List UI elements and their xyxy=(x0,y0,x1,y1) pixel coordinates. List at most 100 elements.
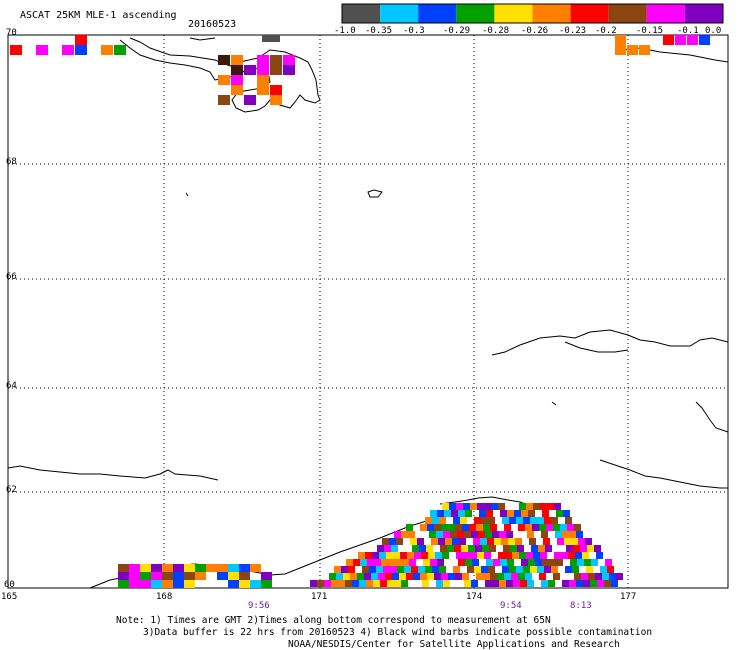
wind-cell xyxy=(329,573,336,580)
colorbar-swatch xyxy=(494,4,533,23)
wind-cell xyxy=(353,559,360,566)
wind-cell xyxy=(555,531,562,538)
wind-cell xyxy=(616,573,623,580)
wind-cell xyxy=(346,559,353,566)
wind-cell xyxy=(410,538,417,545)
wind-cell xyxy=(75,45,87,55)
wind-cell xyxy=(486,510,493,517)
wind-cell xyxy=(567,524,574,531)
wind-cell xyxy=(381,559,388,566)
wind-cell xyxy=(591,559,598,566)
wind-cell xyxy=(162,564,173,572)
wind-cell xyxy=(425,566,432,573)
wind-cell xyxy=(556,510,563,517)
islet-2 xyxy=(551,401,557,406)
wind-cell xyxy=(611,580,618,587)
wind-cell xyxy=(586,566,593,573)
wind-cell xyxy=(352,580,359,587)
wind-cell xyxy=(481,566,488,573)
wind-cell xyxy=(435,552,442,559)
wind-cell xyxy=(470,552,477,559)
wind-cell xyxy=(538,545,545,552)
wind-cell xyxy=(580,545,587,552)
wind-cell xyxy=(565,566,572,573)
wind-cell xyxy=(521,559,528,566)
wind-cell xyxy=(428,552,435,559)
wind-cell xyxy=(535,559,542,566)
graticule xyxy=(8,35,728,588)
wind-cell xyxy=(464,531,471,538)
wind-cell xyxy=(425,517,432,524)
wind-cell xyxy=(533,552,540,559)
wind-cell xyxy=(455,573,462,580)
wind-cell xyxy=(437,559,444,566)
wind-cell xyxy=(615,45,626,55)
wind-cell xyxy=(231,75,243,85)
wind-cell xyxy=(447,545,454,552)
wind-cell xyxy=(129,564,140,572)
wind-cell xyxy=(485,531,492,538)
wind-cell xyxy=(513,580,520,587)
wind-cell xyxy=(521,510,528,517)
wind-cell xyxy=(217,572,228,580)
wind-cell xyxy=(565,517,572,524)
wind-cell xyxy=(600,566,607,573)
wind-cell xyxy=(465,510,472,517)
wind-cell xyxy=(413,573,420,580)
wind-cell xyxy=(542,510,549,517)
wind-cell xyxy=(434,524,441,531)
wind-cell xyxy=(505,552,512,559)
wind-cell xyxy=(261,572,272,580)
wind-cell xyxy=(519,503,526,510)
wind-cell xyxy=(453,517,460,524)
wind-cell xyxy=(324,580,331,587)
wind-cell xyxy=(262,35,280,42)
wind-cell xyxy=(244,65,256,75)
wind-cell xyxy=(582,552,589,559)
wind-cell xyxy=(520,580,527,587)
wind-cell xyxy=(350,573,357,580)
wind-cell xyxy=(499,580,506,587)
wind-cell xyxy=(184,564,195,572)
wind-cell xyxy=(525,524,532,531)
wind-cell xyxy=(471,531,478,538)
wind-cell xyxy=(663,35,674,45)
wind-cell xyxy=(384,545,391,552)
wind-cell xyxy=(118,580,129,588)
wind-cell xyxy=(564,538,571,545)
wind-cell xyxy=(540,552,547,559)
wind-cell xyxy=(387,580,394,587)
wind-cell xyxy=(537,517,544,524)
coastlines xyxy=(7,37,729,589)
wind-cell xyxy=(406,573,413,580)
wind-cell xyxy=(483,573,490,580)
wind-cell xyxy=(373,580,380,587)
wind-cell xyxy=(526,503,533,510)
note-line-2: 3)Data buffer is 22 hrs from 20160523 4)… xyxy=(143,627,653,638)
wind-cell xyxy=(509,517,516,524)
note-line-1: Note: 1) Times are GMT 2)Times along bot… xyxy=(116,615,551,626)
wind-cell xyxy=(173,580,184,588)
wind-cell xyxy=(434,573,441,580)
wind-cell xyxy=(506,531,513,538)
wind-cell xyxy=(422,580,429,587)
wind-cell xyxy=(478,531,485,538)
wind-speed-cells xyxy=(10,35,710,588)
wind-cell xyxy=(448,573,455,580)
wind-cell xyxy=(430,559,437,566)
wind-cell xyxy=(569,531,576,538)
wind-cell xyxy=(450,531,457,538)
wind-cell xyxy=(129,580,140,588)
wind-cell xyxy=(479,510,486,517)
wind-cell xyxy=(448,524,455,531)
wind-cell xyxy=(528,510,535,517)
wind-cell xyxy=(231,65,243,75)
colorbar-swatch xyxy=(418,4,457,23)
wind-cell xyxy=(426,545,433,552)
wind-cell xyxy=(62,45,74,55)
wind-cell xyxy=(439,517,446,524)
wind-cell xyxy=(540,503,547,510)
wind-cell xyxy=(539,524,546,531)
wind-cell xyxy=(217,564,228,572)
wind-cell xyxy=(270,65,282,75)
